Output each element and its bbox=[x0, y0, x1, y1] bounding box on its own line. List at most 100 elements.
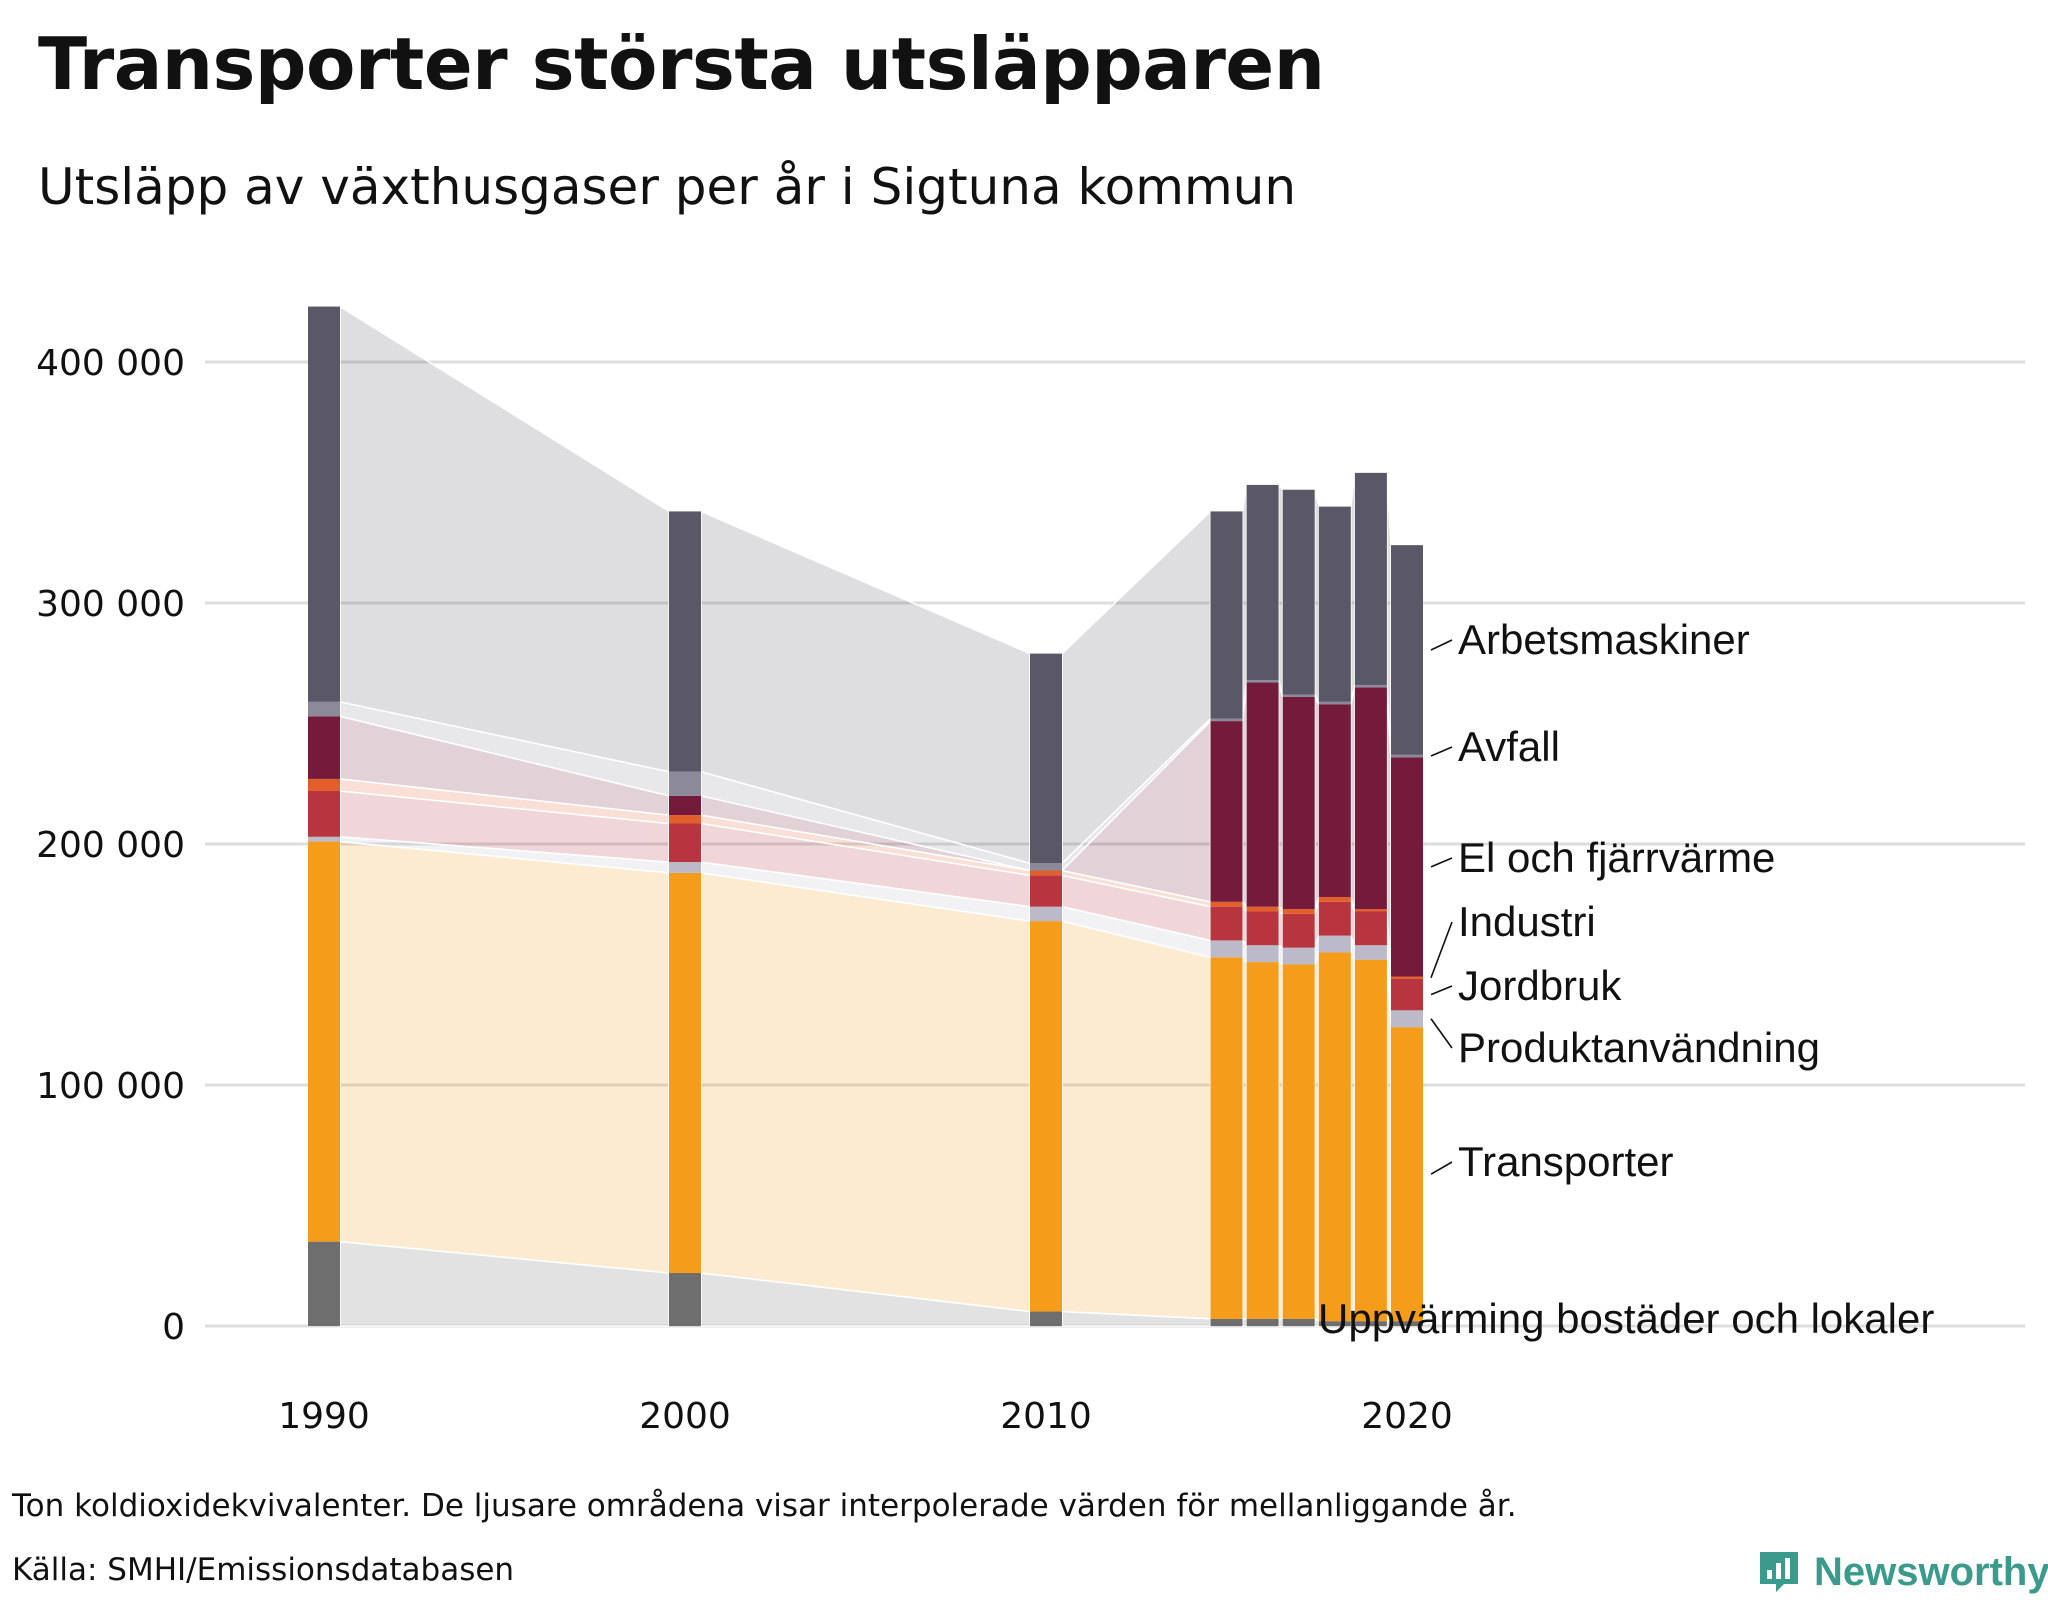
source-note: Källa: SMHI/Emissionsdatabasen bbox=[12, 1552, 515, 1588]
series-label: Industri bbox=[1458, 898, 1596, 945]
bar-segment bbox=[1318, 935, 1351, 953]
bar-segment bbox=[308, 716, 340, 779]
bar-segment bbox=[1391, 1010, 1423, 1028]
chart-title: Transporter största utsläpparen bbox=[38, 22, 1325, 106]
bar-segment bbox=[1354, 959, 1387, 1322]
series-label-leader bbox=[1430, 1018, 1453, 1049]
interpolated-area bbox=[1313, 952, 1320, 1323]
bar-segment bbox=[1354, 911, 1387, 946]
interpolated-area bbox=[1277, 482, 1284, 695]
bar-segment bbox=[1318, 897, 1351, 902]
bar-segment bbox=[1246, 484, 1279, 681]
bar-segment bbox=[1282, 1318, 1315, 1326]
y-tick-label: 400 000 bbox=[36, 343, 185, 384]
bar-segment bbox=[1282, 694, 1315, 697]
chart-subtitle: Utsläpp av växthusgaser per år i Sigtuna… bbox=[38, 158, 1297, 216]
bar-segment bbox=[1210, 940, 1243, 958]
y-tick-label: 200 000 bbox=[36, 825, 185, 866]
interpolated-area bbox=[1241, 904, 1248, 948]
bar-segment bbox=[1030, 863, 1062, 871]
newsworthy-wordmark: Newsworthy bbox=[1814, 1549, 2048, 1594]
bar-segment bbox=[669, 795, 701, 816]
bar-segment bbox=[1354, 687, 1387, 910]
bar-segment bbox=[669, 823, 701, 863]
footnote: Ton koldioxidekvivalenter. De ljusare om… bbox=[12, 1488, 1517, 1524]
interpolated-area bbox=[1241, 1318, 1248, 1327]
bar-segment bbox=[1391, 757, 1423, 977]
bar-layer bbox=[308, 306, 1423, 1326]
series-label: Uppvärming bostäder och lokaler bbox=[1318, 1295, 1934, 1342]
bar-segment bbox=[1318, 701, 1351, 705]
bar-segment bbox=[1030, 921, 1062, 1312]
bar-segment bbox=[669, 872, 701, 1273]
y-tick-label: 300 000 bbox=[36, 584, 185, 625]
bar-segment bbox=[669, 862, 701, 873]
bar-segment bbox=[1318, 952, 1351, 1322]
series-label: El och fjärrvärme bbox=[1458, 834, 1775, 881]
series-label-leader bbox=[1430, 639, 1453, 651]
series-label-leader bbox=[1430, 985, 1453, 996]
interpolated-area bbox=[1350, 687, 1356, 910]
newsworthy-logo[interactable]: Newsworthy bbox=[1756, 1544, 2048, 1600]
series-label: Avfall bbox=[1458, 723, 1560, 770]
series-label-leader bbox=[1430, 857, 1453, 868]
bar-segment bbox=[1318, 901, 1351, 936]
bar-segment bbox=[1282, 964, 1315, 1319]
bar-segment bbox=[308, 306, 340, 702]
bar-segment bbox=[308, 790, 340, 837]
bar-segment bbox=[1210, 901, 1243, 907]
bar-segment bbox=[1030, 875, 1062, 907]
bar-segment bbox=[669, 1272, 701, 1326]
grid-layer: 0 100 000 200 000 300 000 400 000 1990 2000 201… bbox=[36, 343, 2025, 1437]
interpolated-area bbox=[1061, 920, 1212, 1320]
bar-segment bbox=[1354, 684, 1387, 688]
interpolated-area bbox=[700, 872, 1031, 1313]
bar-segment bbox=[1210, 511, 1243, 719]
bar-segment bbox=[1030, 906, 1062, 922]
bar-segment bbox=[1210, 906, 1243, 941]
series-label-leader bbox=[1430, 1161, 1453, 1175]
series-label-layer: Uppvärming bostäder och lokaler Transport… bbox=[1318, 616, 1934, 1342]
interpolated-area bbox=[1277, 1318, 1284, 1327]
stacked-bar-chart: 0 100 000 200 000 300 000 400 000 1990 2000 201… bbox=[36, 305, 2025, 1437]
bar-segment bbox=[669, 815, 701, 824]
bar-segment bbox=[1391, 545, 1423, 755]
interpolated-area bbox=[1313, 694, 1320, 910]
x-tick-label: 2010 bbox=[1000, 1396, 1092, 1437]
bar-segment bbox=[308, 841, 340, 1242]
bar-segment bbox=[1282, 696, 1315, 910]
interpolated-area bbox=[1277, 910, 1284, 949]
bar-segment bbox=[1282, 489, 1315, 695]
y-tick-label: 0 bbox=[162, 1307, 185, 1348]
interpolated-area bbox=[1277, 960, 1284, 1320]
bar-segment bbox=[1391, 754, 1423, 758]
bar-segment bbox=[1246, 906, 1279, 912]
series-label: Arbetsmaskiner bbox=[1458, 616, 1750, 663]
bar-segment bbox=[1391, 1321, 1423, 1326]
bar-segment bbox=[1391, 976, 1423, 979]
bar-segment bbox=[1318, 1321, 1351, 1326]
bar-segment bbox=[669, 511, 701, 772]
bar-segment bbox=[1354, 1321, 1387, 1326]
bar-segment bbox=[1354, 909, 1387, 912]
bar-segment bbox=[1282, 909, 1315, 914]
bar-segment bbox=[308, 1241, 340, 1326]
bar-segment bbox=[1030, 1311, 1062, 1326]
newsworthy-chart-icon bbox=[1760, 1552, 1798, 1592]
bar-segment bbox=[1282, 913, 1315, 948]
bar-segment bbox=[1354, 472, 1387, 685]
bar-segment bbox=[1246, 945, 1279, 963]
bar-segment bbox=[1210, 718, 1243, 722]
bar-segment bbox=[1246, 962, 1279, 1319]
series-label: Produktanvändning bbox=[1458, 1024, 1820, 1071]
bar-segment bbox=[308, 778, 340, 791]
bar-segment bbox=[1030, 870, 1062, 876]
bar-segment bbox=[308, 836, 340, 842]
interpolated-area bbox=[1241, 484, 1248, 719]
interpolated-area bbox=[1313, 489, 1320, 705]
bar-segment bbox=[1030, 653, 1062, 864]
bar-segment bbox=[1246, 682, 1279, 907]
interpolated-area bbox=[1241, 955, 1248, 1320]
x-tick-label: 1990 bbox=[278, 1396, 370, 1437]
bar-segment bbox=[1282, 947, 1315, 965]
